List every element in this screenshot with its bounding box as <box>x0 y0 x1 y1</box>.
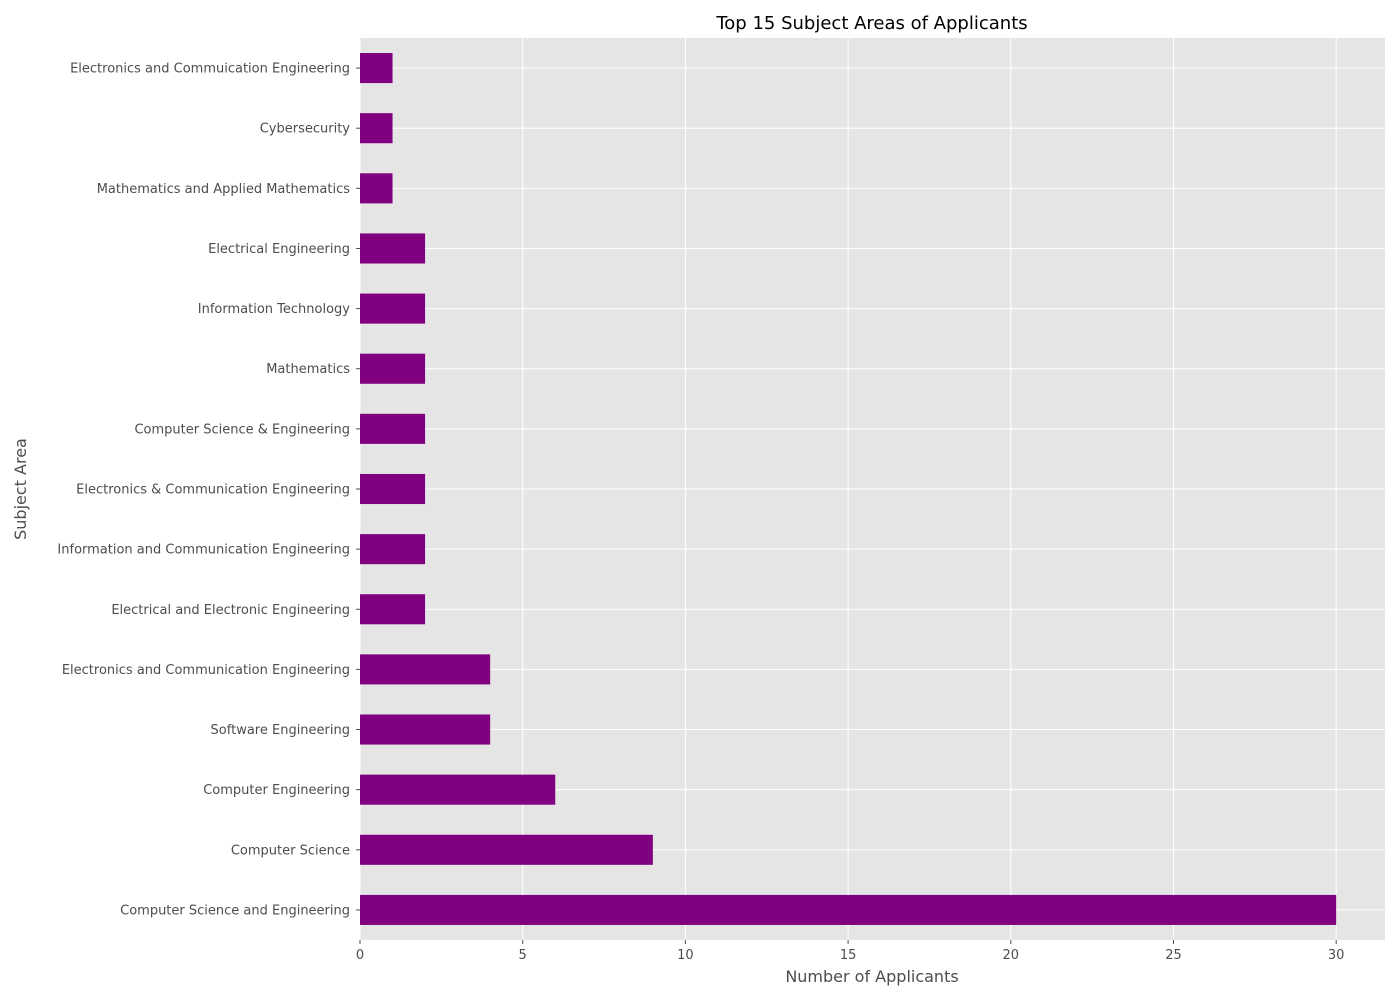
category-label: Mathematics and Applied Mathematics <box>97 182 351 197</box>
category-label: Mathematics <box>266 362 350 377</box>
category-label: Electronics & Communication Engineering <box>76 483 350 498</box>
bars <box>360 53 1337 925</box>
x-tick-label: 20 <box>1003 948 1020 963</box>
x-axis-label: Number of Applicants <box>785 967 958 986</box>
bar <box>360 353 426 384</box>
bar <box>360 413 426 444</box>
x-tick-label: 10 <box>677 948 694 963</box>
bar <box>360 113 393 144</box>
bar <box>360 473 426 505</box>
bar <box>360 233 426 264</box>
category-label: Computer Science <box>231 843 350 858</box>
x-tick-label: 5 <box>519 948 527 963</box>
y-axis-label: Subject Area <box>11 438 30 540</box>
category-label: Computer Engineering <box>203 783 350 798</box>
category-label: Information and Communication Engineerin… <box>57 543 350 558</box>
category-label: Computer Science and Engineering <box>120 903 350 918</box>
bar <box>360 594 426 625</box>
category-label: Electronics and Commuication Engineering <box>70 62 350 77</box>
bar <box>360 894 1337 925</box>
x-tick-label: 15 <box>840 948 857 963</box>
bar <box>360 173 393 204</box>
bar <box>360 534 426 565</box>
category-label: Computer Science & Engineering <box>134 422 350 437</box>
bar <box>360 53 393 84</box>
x-tick-label: 25 <box>1165 948 1182 963</box>
category-label: Cybersecurity <box>260 122 351 137</box>
category-label: Electronics and Communication Engineerin… <box>62 663 350 678</box>
chart-title: Top 15 Subject Areas of Applicants <box>715 13 1027 34</box>
category-label: Software Engineering <box>211 723 350 738</box>
category-label: Information Technology <box>198 302 351 317</box>
category-label: Electrical and Electronic Engineering <box>111 603 350 618</box>
y-axis-ticks: Computer Science and Engineering Computer… <box>57 62 360 918</box>
bar <box>360 714 491 745</box>
x-axis-ticks: 0 5 10 15 20 25 30 <box>356 940 1345 963</box>
bar <box>360 834 653 865</box>
bar <box>360 293 426 324</box>
category-label: Electrical Engineering <box>208 242 350 257</box>
bar <box>360 774 556 805</box>
bar <box>360 654 491 685</box>
x-tick-label: 30 <box>1328 948 1345 963</box>
x-tick-label: 0 <box>356 948 364 963</box>
